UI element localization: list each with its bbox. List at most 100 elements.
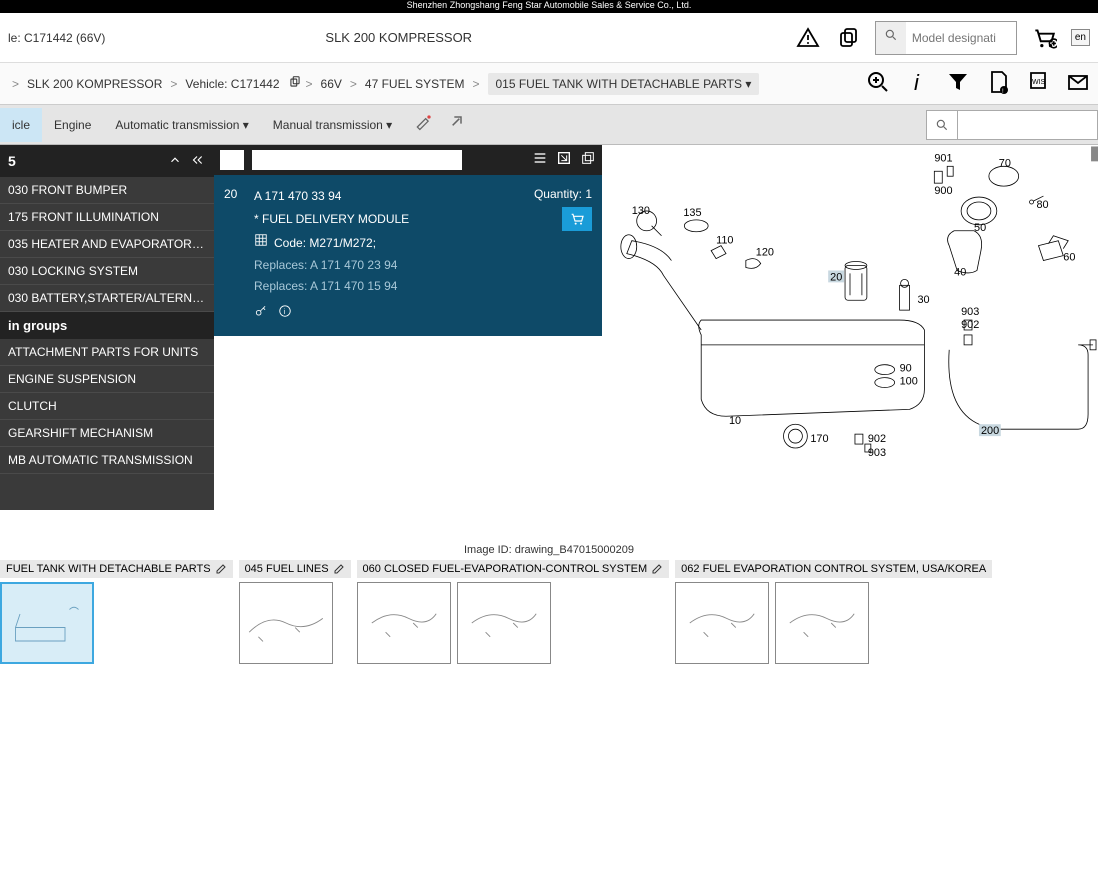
- breadcrumb-item[interactable]: 47 FUEL SYSTEM: [365, 77, 465, 91]
- breadcrumb-sep: >: [170, 77, 177, 91]
- tab-manual-transmission[interactable]: Manual transmission ▾: [261, 108, 404, 142]
- copy-small-icon[interactable]: [288, 75, 302, 92]
- search-icon: [876, 28, 906, 47]
- sidebar-header: 5: [0, 145, 214, 177]
- copy-icon[interactable]: [835, 25, 861, 51]
- grid-icon: [254, 233, 268, 253]
- diagram-area[interactable]: 130 135 110 120 20 30 40 50 60 70 80 90 …: [602, 145, 1098, 510]
- tab-label: Automatic transmission: [115, 118, 239, 132]
- sidebar-header-num: 5: [8, 153, 16, 169]
- svg-text:170: 170: [810, 433, 828, 445]
- sidebar-item[interactable]: 035 HEATER AND EVAPORATOR H...: [0, 231, 214, 258]
- tab-vehicle[interactable]: icle: [0, 108, 42, 142]
- zoom-icon[interactable]: [866, 70, 890, 97]
- thumbnail[interactable]: [775, 582, 869, 664]
- edit-icon: [651, 563, 663, 575]
- model-search-input[interactable]: [906, 22, 1016, 54]
- key-icon[interactable]: [254, 304, 268, 324]
- tab-engine[interactable]: Engine: [42, 108, 103, 142]
- sidebar-item[interactable]: 030 LOCKING SYSTEM: [0, 258, 214, 285]
- tab-search-input[interactable]: [958, 110, 1098, 140]
- breadcrumb-item[interactable]: 66V: [321, 77, 342, 91]
- main-area: 5 030 FRONT BUMPER 175 FRONT ILLUMINATIO…: [0, 145, 1098, 510]
- thumbnail[interactable]: [457, 582, 551, 664]
- thumbnail[interactable]: [0, 582, 94, 664]
- thumbnail[interactable]: [357, 582, 451, 664]
- thumb-group-header[interactable]: 060 CLOSED FUEL-EVAPORATION-CONTROL SYST…: [357, 560, 670, 578]
- svg-text:903: 903: [961, 306, 979, 318]
- sidebar-group-item[interactable]: CLUTCH: [0, 393, 214, 420]
- info-icon[interactable]: i: [906, 70, 930, 97]
- svg-text:i: i: [914, 70, 920, 94]
- list-icon[interactable]: [532, 150, 548, 171]
- sidebar-group-item[interactable]: GEARSHIFT MECHANISM: [0, 420, 214, 447]
- top-black-bar: Shenzhen Zhongshang Feng Star Automobile…: [0, 0, 1098, 13]
- thumb-group-label: FUEL TANK WITH DETACHABLE PARTS: [6, 563, 211, 575]
- thumb-group: 060 CLOSED FUEL-EVAPORATION-CONTROL SYST…: [357, 560, 670, 664]
- filter-icon[interactable]: [946, 70, 970, 97]
- part-position: 20: [224, 187, 254, 324]
- warning-icon[interactable]: [795, 25, 821, 51]
- thumb-group-header[interactable]: 045 FUEL LINES: [239, 560, 351, 578]
- expand-icon[interactable]: [556, 150, 572, 171]
- sidebar: 5 030 FRONT BUMPER 175 FRONT ILLUMINATIO…: [0, 145, 214, 510]
- tab-label: Manual transmission: [273, 118, 383, 132]
- svg-text:903: 903: [868, 447, 886, 459]
- breadcrumb-sep: >: [472, 77, 479, 91]
- thumb-group: FUEL TANK WITH DETACHABLE PARTS: [0, 560, 233, 664]
- svg-text:120: 120: [756, 247, 774, 259]
- wis-icon[interactable]: WIS: [1026, 70, 1050, 97]
- sidebar-group-item[interactable]: MB AUTOMATIC TRANSMISSION: [0, 447, 214, 474]
- part-number: A 171 470 33 94: [254, 187, 534, 206]
- vehicle-id-label: le: C171442 (66V): [8, 31, 105, 45]
- add-to-cart-button[interactable]: [562, 207, 592, 231]
- sidebar-scroll[interactable]: ATTACHMENT PARTS FOR UNITS ENGINE SUSPEN…: [0, 339, 214, 510]
- part-code: Code: M271/M272;: [274, 234, 376, 253]
- thumbnail[interactable]: [239, 582, 333, 664]
- breadcrumb-item[interactable]: SLK 200 KOMPRESSOR: [27, 77, 162, 91]
- thumb-group-header[interactable]: 062 FUEL EVAPORATION CONTROL SYSTEM, USA…: [675, 560, 992, 578]
- svg-text:902: 902: [961, 319, 979, 331]
- chevron-up-icon[interactable]: [168, 153, 182, 170]
- panel-search-input[interactable]: [252, 150, 462, 170]
- thumbnail[interactable]: [675, 582, 769, 664]
- thumbnails-bar: FUEL TANK WITH DETACHABLE PARTS 045 FUEL…: [0, 560, 1098, 664]
- toolbar-box[interactable]: [220, 150, 244, 170]
- info-circle-icon[interactable]: i: [278, 304, 292, 324]
- part-replaces: Replaces: A 171 470 23 94: [254, 256, 534, 275]
- svg-text:i: i: [284, 309, 286, 316]
- sidebar-item[interactable]: 030 BATTERY,STARTER/ALTERNAT...: [0, 285, 214, 312]
- thumb-group-label: 045 FUEL LINES: [245, 563, 329, 575]
- thumb-group-header[interactable]: FUEL TANK WITH DETACHABLE PARTS: [0, 560, 233, 578]
- tab-bar: icle Engine Automatic transmission ▾ Man…: [0, 105, 1098, 145]
- breadcrumb-item[interactable]: Vehicle: C171442: [185, 77, 279, 91]
- edit-icon: [215, 563, 227, 575]
- svg-text:10: 10: [729, 415, 741, 427]
- sidebar-item[interactable]: 030 FRONT BUMPER: [0, 177, 214, 204]
- header-row: le: C171442 (66V) SLK 200 KOMPRESSOR en: [0, 13, 1098, 63]
- sidebar-group-item[interactable]: ATTACHMENT PARTS FOR UNITS: [0, 339, 214, 366]
- paint-icon[interactable]: [414, 112, 434, 137]
- sidebar-group-item[interactable]: ENGINE SUSPENSION: [0, 366, 214, 393]
- svg-text:902: 902: [868, 433, 886, 445]
- edit-icon: [333, 563, 345, 575]
- tab-automatic-transmission[interactable]: Automatic transmission ▾: [103, 108, 260, 142]
- tab-search-icon[interactable]: [926, 110, 958, 140]
- thumb-group-label: 060 CLOSED FUEL-EVAPORATION-CONTROL SYST…: [363, 563, 648, 575]
- svg-text:40: 40: [954, 266, 966, 278]
- part-name: * FUEL DELIVERY MODULE: [254, 210, 534, 229]
- svg-text:70: 70: [999, 157, 1011, 169]
- collapse-icon[interactable]: [188, 153, 206, 170]
- layers-icon[interactable]: [580, 150, 596, 171]
- mail-icon[interactable]: [1066, 70, 1090, 97]
- svg-text:135: 135: [683, 207, 701, 219]
- svg-text:900: 900: [934, 185, 952, 197]
- document-alert-icon[interactable]: !: [986, 70, 1010, 97]
- sidebar-item[interactable]: 175 FRONT ILLUMINATION: [0, 204, 214, 231]
- bolt-icon[interactable]: [446, 112, 466, 137]
- part-card[interactable]: 20 A 171 470 33 94 * FUEL DELIVERY MODUL…: [214, 175, 602, 336]
- language-badge[interactable]: en: [1071, 29, 1090, 46]
- breadcrumb-dropdown[interactable]: 015 FUEL TANK WITH DETACHABLE PARTS ▾: [488, 73, 760, 95]
- cart-icon[interactable]: [1031, 25, 1057, 51]
- model-search-box[interactable]: [875, 21, 1017, 55]
